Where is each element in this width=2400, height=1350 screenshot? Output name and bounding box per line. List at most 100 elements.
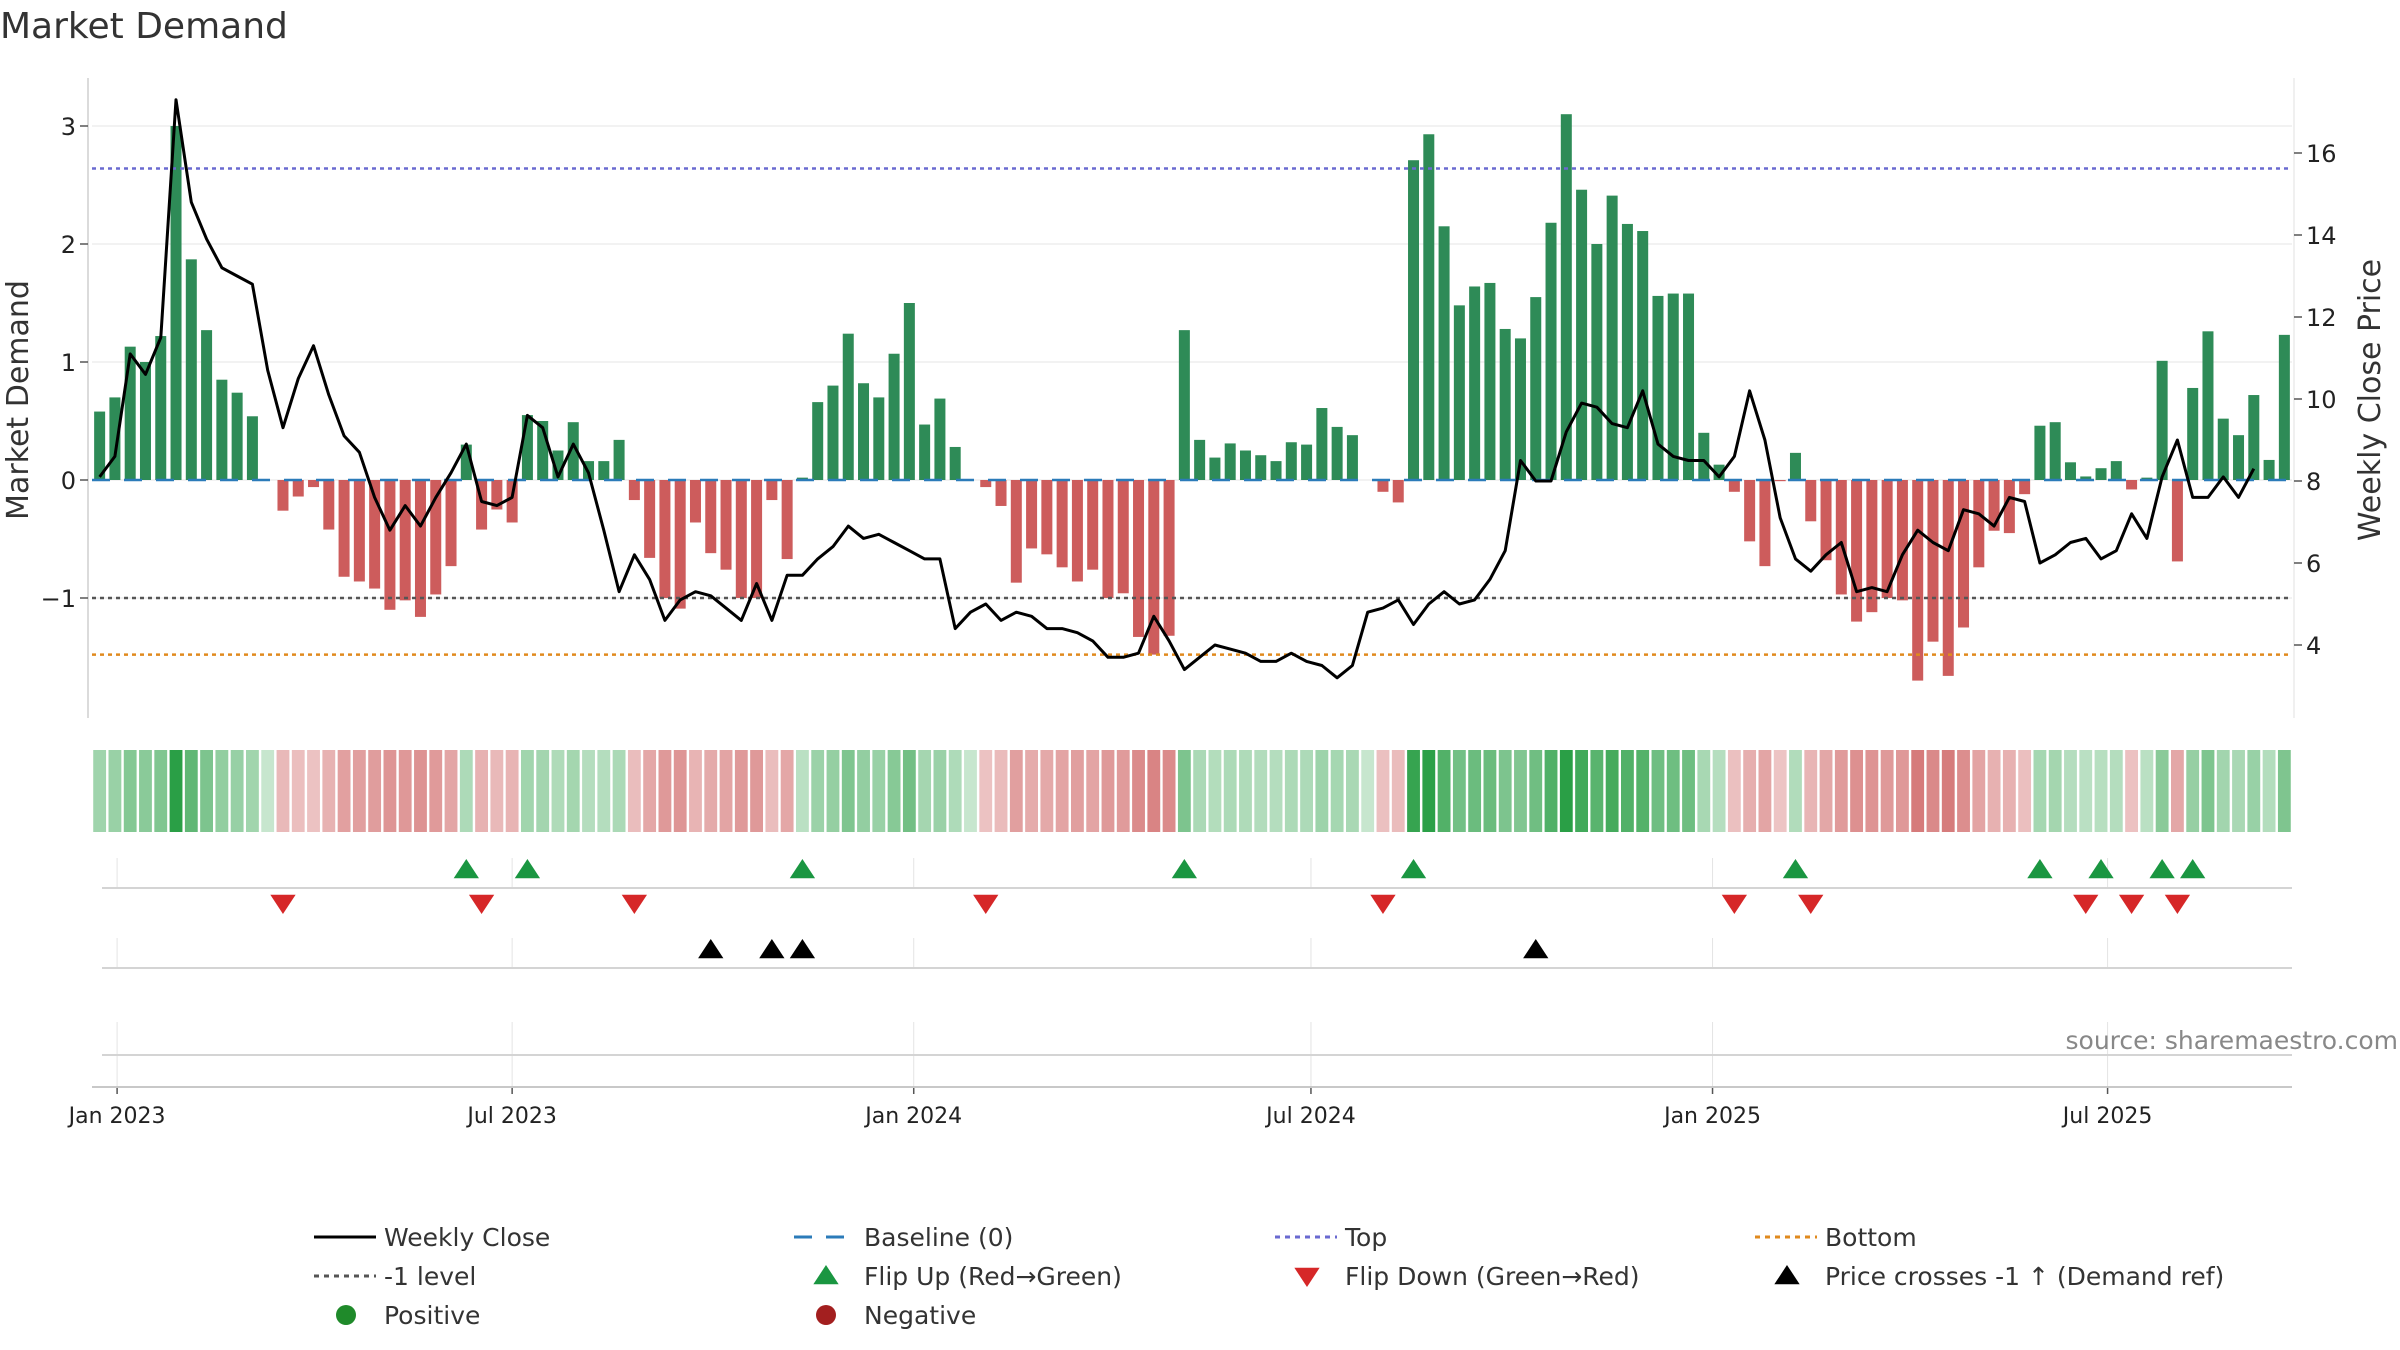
heat-cell [185,750,198,832]
demand-bar [1530,297,1541,480]
heat-cell [1774,750,1787,832]
demand-bar [354,480,365,581]
demand-bar [1301,445,1312,480]
demand-bar [186,259,197,480]
legend-swatch-triangle-up [813,1265,838,1284]
price-cross-marker [1523,939,1548,958]
flip-up-marker [790,859,815,878]
demand-bar [1591,244,1602,480]
heat-cell [995,750,1008,832]
heat-cell [1193,750,1206,832]
demand-bar [323,480,334,530]
demand-bar [1439,226,1450,480]
heat-cell [353,750,366,832]
heat-cell [231,750,244,832]
demand-bar [1469,286,1480,480]
heat-cell [1972,750,1985,832]
demand-bar [1805,480,1816,521]
demand-bar [1271,461,1282,480]
flip-up-marker [1401,859,1426,878]
heat-cell [1514,750,1527,832]
demand-bar [2202,331,2213,480]
y-tick-label-right: 16 [2306,140,2337,168]
legend-entry-label: Weekly Close [384,1223,550,1252]
heat-cell [582,750,595,832]
heat-cell [1713,750,1726,832]
y-tick-label-right: 12 [2306,304,2337,332]
demand-bar [1118,480,1129,593]
heat-cell [811,750,824,832]
heat-cell [1529,750,1542,832]
legend: Weekly Close Baseline (0) Top Bottom-1 leve… [314,1223,2224,1330]
demand-bar [843,334,854,480]
y-tick-label-right: 8 [2306,468,2321,496]
demand-bar [2264,460,2275,480]
heat-cell [1759,750,1772,832]
demand-bar [2065,462,2076,480]
demand-bar [812,402,823,480]
demand-bar [1729,480,1740,492]
heat-cell [2171,750,2184,832]
heat-cell [781,750,794,832]
demand-bar [1698,433,1709,480]
demand-bar [1744,480,1755,541]
event-markers [270,859,2205,958]
demand-bar [2233,435,2244,480]
demand-bar [1225,443,1236,480]
y-tick-label-left: −1 [41,585,76,613]
heat-cell [246,750,259,832]
demand-bar [858,383,869,480]
y-tick-label-right: 14 [2306,222,2337,250]
demand-bar [598,461,609,480]
heat-cell [2140,750,2153,832]
date-tick-label: Jan 2023 [67,1104,166,1129]
demand-bar [1652,296,1663,480]
heat-cell [934,750,947,832]
heat-cell [384,750,397,832]
demand-bar [1347,435,1358,480]
demand-bar [1851,480,1862,622]
heat-cell [949,750,962,832]
legend-entry-label: Price crosses -1 ↑ (Demand ref) [1825,1262,2224,1291]
heat-cell [109,750,122,832]
demand-bar [415,480,426,617]
demand-bar [919,425,930,480]
legend-entry-label: Flip Down (Green→Red) [1345,1262,1640,1291]
demand-bar [1102,480,1113,598]
heat-cell [2095,750,2108,832]
heat-cell [1117,750,1130,832]
demand-bar [1255,455,1266,480]
demand-bar [1866,480,1877,612]
demand-bar [1637,231,1648,480]
flip-up-marker [2149,859,2174,878]
demand-bar [904,303,915,480]
demand-bar [873,397,884,480]
heat-cell [796,750,809,832]
legend-swatch-dot [816,1305,836,1325]
demand-bar [1316,408,1327,480]
heat-cell [1331,750,1344,832]
heat-cell [2232,750,2245,832]
flip-up-marker [515,859,540,878]
heat-cell [1468,750,1481,832]
heat-cell [1040,750,1053,832]
heat-cell [1315,750,1328,832]
flip-up-marker [2180,859,2205,878]
heat-cell [1163,750,1176,832]
heat-cell [1590,750,1603,832]
heat-cell [506,750,519,832]
heat-cell [979,750,992,832]
flip-down-marker [2119,895,2144,914]
heat-cell [1652,750,1665,832]
heat-cell [1667,750,1680,832]
demand-bar [827,386,838,480]
heat-cell [490,750,503,832]
demand-bar [201,330,212,480]
heat-cell [1392,750,1405,832]
heat-cell [2110,750,2123,832]
heat-cell [1743,750,1756,832]
demand-bar [934,399,945,480]
demand-bar [2111,461,2122,480]
heat-cell [1697,750,1710,832]
heat-cell [1025,750,1038,832]
